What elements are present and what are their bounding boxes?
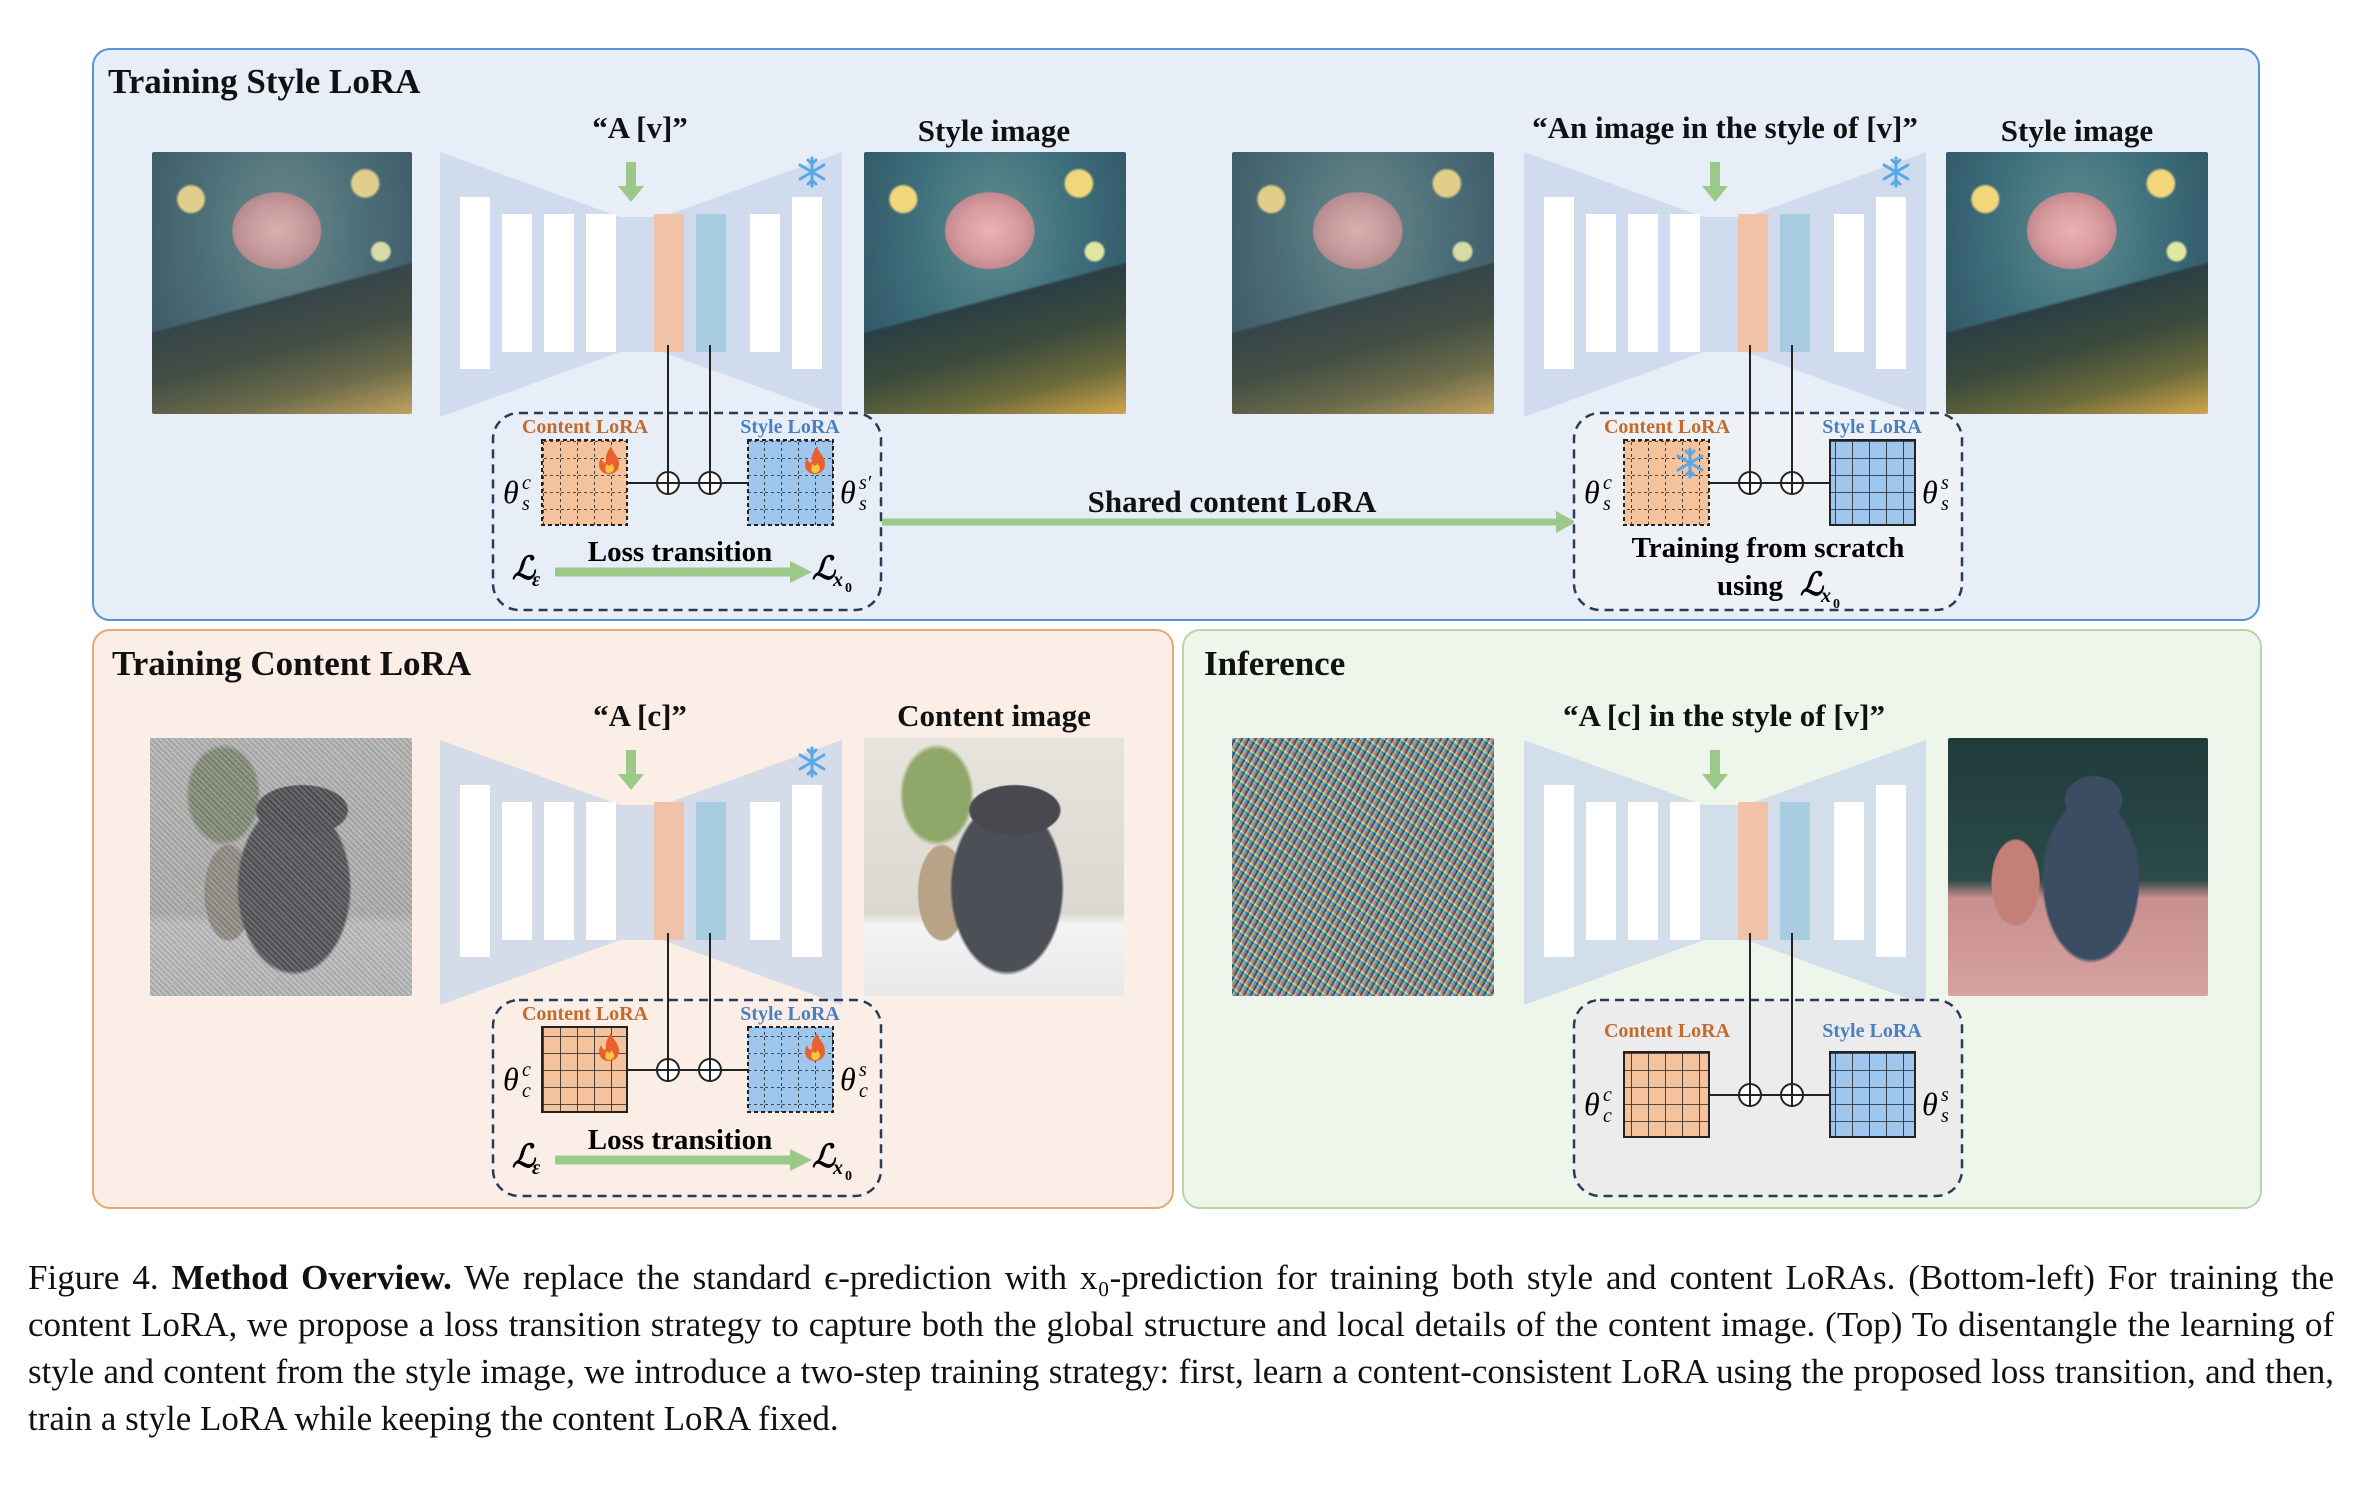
lora-box-content <box>491 933 883 1198</box>
theta-s-symbol: θ <box>1922 1086 1938 1122</box>
theta-subscript: s <box>859 493 867 515</box>
noisy-content-image <box>150 738 412 996</box>
style-image-label-left: Style image <box>917 113 1071 148</box>
unet-inference <box>1524 740 1926 1005</box>
loss-x0: ℒ <box>1800 566 1825 602</box>
theta-superscript: c <box>522 1059 531 1081</box>
theta-superscript: s <box>859 1059 867 1081</box>
loss-x0: ℒ <box>812 550 837 586</box>
content-lora-label: Content LoRA <box>522 416 649 438</box>
unet-content <box>440 740 842 1005</box>
shared-content-arrow <box>882 511 1576 533</box>
training-from-scratch-label: Training from scratch <box>1632 532 1905 564</box>
theta-superscript: c <box>1603 472 1612 494</box>
theta-s-symbol: θ <box>1922 474 1938 510</box>
prompt-c-style-of-v: “A [c] in the style of [v]” <box>1563 698 1885 733</box>
theta-subscript: c <box>1603 1105 1612 1127</box>
unet-style-step1 <box>440 152 842 417</box>
using-label: using <box>1717 570 1784 602</box>
theta-subscript: s <box>1941 493 1949 515</box>
inference-panel-title: Inference <box>1204 644 1346 683</box>
figure-number: Figure 4. <box>28 1258 159 1297</box>
style-lora-label: Style LoRA <box>1822 416 1922 438</box>
theta-subscript: c <box>522 1080 531 1102</box>
theta-superscript: s <box>1941 1084 1949 1106</box>
loss-transition-label: Loss transition <box>588 536 773 568</box>
theta-subscript: c <box>859 1080 868 1102</box>
loss-epsilon: ℒ <box>512 1138 537 1174</box>
loss-subscript: x <box>832 569 843 591</box>
content-lora-label: Content LoRA <box>1604 416 1731 438</box>
theta-c-symbol: θ <box>1584 1086 1600 1122</box>
theta-c-symbol: θ <box>503 1061 519 1097</box>
noisy-style-image-right <box>1232 152 1494 414</box>
style-panel-title: Training Style LoRA <box>108 62 421 101</box>
noisy-style-image-left <box>152 152 412 414</box>
content-lora-label: Content LoRA <box>522 1003 649 1025</box>
stylized-output-image <box>1948 738 2208 996</box>
theta-s-symbol: θ <box>840 474 856 510</box>
loss-subscript: 0 <box>845 1169 852 1184</box>
loss-subscript: x <box>1820 585 1831 607</box>
lora-box-style-step2 <box>1572 345 1964 612</box>
style-lora-label: Style LoRA <box>1822 1020 1922 1042</box>
loss-transition-label: Loss transition <box>588 1124 773 1156</box>
unet-style-step2 <box>1524 152 1926 417</box>
loss-x0: ℒ <box>812 1138 837 1174</box>
content-image <box>864 738 1124 996</box>
theta-superscript: s <box>1941 472 1949 494</box>
loss-subscript: ε <box>532 1157 541 1179</box>
shared-content-lora-label: Shared content LoRA <box>1087 484 1377 519</box>
figure-caption: Figure 4. Method Overview. We replace th… <box>28 1254 2334 1442</box>
theta-superscript: s′ <box>859 472 872 494</box>
loss-subscript: 0 <box>1833 597 1840 612</box>
content-lora-label: Content LoRA <box>1604 1020 1731 1042</box>
style-lora-label: Style LoRA <box>740 1003 840 1025</box>
style-image-right <box>1946 152 2208 414</box>
prompt-a-c: “A [c]” <box>593 698 687 733</box>
loss-subscript: ε <box>532 569 541 591</box>
content-image-label: Content image <box>897 698 1091 733</box>
prompt-a-v: “A [v]” <box>592 110 688 145</box>
style-lora-label: Style LoRA <box>740 416 840 438</box>
style-image-left <box>864 152 1126 414</box>
lora-box-inference <box>1572 933 1964 1198</box>
noise-image <box>1232 738 1494 996</box>
prompt-style-of-v: “An image in the style of [v]” <box>1532 110 1918 145</box>
theta-subscript: s <box>1603 493 1611 515</box>
theta-superscript: c <box>1603 1084 1612 1106</box>
caption-title: Method Overview. <box>171 1258 452 1297</box>
lora-box-style-step1 <box>491 345 883 612</box>
style-image-label-right: Style image <box>2000 113 2154 148</box>
theta-subscript: s <box>1941 1105 1949 1127</box>
theta-subscript: s <box>522 493 530 515</box>
theta-superscript: c <box>522 472 531 494</box>
theta-c-symbol: θ <box>1584 474 1600 510</box>
loss-subscript: x <box>832 1157 843 1179</box>
content-panel-title: Training Content LoRA <box>112 644 472 683</box>
loss-epsilon: ℒ <box>512 550 537 586</box>
loss-subscript: 0 <box>845 581 852 596</box>
theta-c-symbol: θ <box>503 474 519 510</box>
caption-body: We replace the standard ϵ-prediction wit… <box>28 1258 2335 1438</box>
theta-s-symbol: θ <box>840 1061 856 1097</box>
